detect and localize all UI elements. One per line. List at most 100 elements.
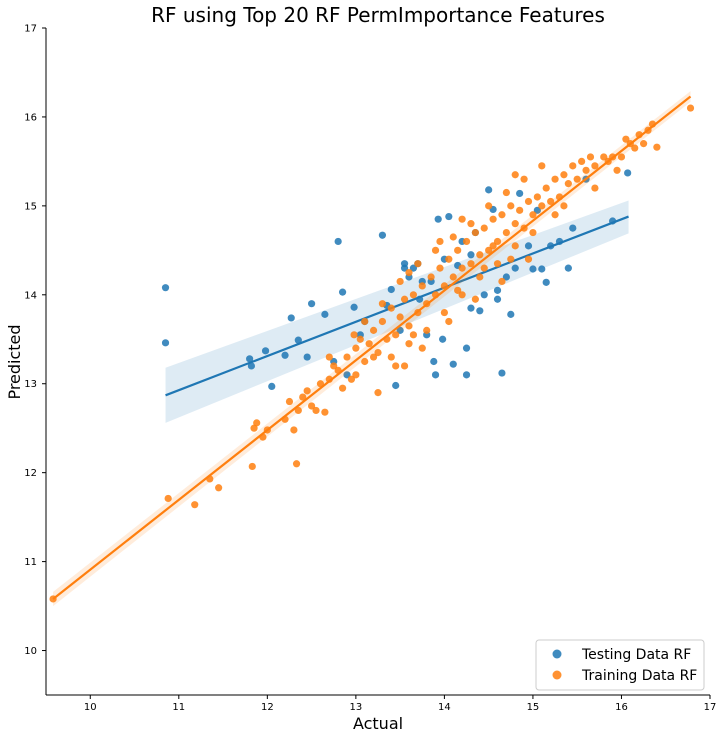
data-point bbox=[631, 144, 639, 152]
data-point bbox=[427, 273, 435, 281]
data-point bbox=[164, 494, 172, 503]
data-point bbox=[493, 286, 502, 294]
x-tick-label: 15 bbox=[527, 702, 540, 713]
data-point bbox=[312, 406, 320, 415]
legend: Testing Data RF Training Data RF bbox=[535, 639, 705, 691]
data-point bbox=[343, 371, 351, 379]
data-point bbox=[485, 186, 493, 194]
data-point bbox=[578, 157, 586, 165]
data-point bbox=[511, 171, 519, 179]
data-point bbox=[480, 291, 488, 299]
data-point bbox=[529, 265, 537, 273]
data-point bbox=[449, 360, 457, 368]
data-point bbox=[498, 369, 506, 377]
data-point bbox=[396, 313, 404, 321]
y-tick-label: 11 bbox=[24, 557, 37, 568]
data-point bbox=[445, 317, 453, 326]
legend-label-testing: Testing Data RF bbox=[581, 647, 691, 663]
data-point bbox=[378, 300, 387, 308]
data-point bbox=[356, 335, 364, 343]
data-point bbox=[507, 310, 515, 318]
data-point bbox=[369, 326, 378, 334]
data-point bbox=[325, 353, 333, 361]
data-point bbox=[538, 202, 546, 210]
data-point bbox=[498, 277, 506, 286]
data-point bbox=[551, 211, 559, 219]
data-point bbox=[454, 246, 462, 254]
data-point bbox=[378, 317, 387, 326]
data-point bbox=[396, 277, 404, 286]
data-point bbox=[308, 300, 316, 308]
data-point bbox=[418, 282, 426, 290]
x-axis-ticks: 10 11 12 13 14 15 16 17 bbox=[84, 695, 716, 713]
data-point bbox=[253, 419, 261, 427]
data-point bbox=[476, 307, 484, 315]
data-point bbox=[248, 462, 256, 471]
data-point bbox=[161, 339, 170, 347]
data-point bbox=[343, 353, 351, 361]
series-0 bbox=[161, 169, 632, 423]
y-tick-label: 15 bbox=[24, 201, 37, 212]
data-point bbox=[564, 264, 572, 272]
data-point bbox=[440, 308, 448, 317]
data-point bbox=[321, 310, 329, 318]
data-point bbox=[591, 184, 599, 192]
data-point bbox=[547, 197, 555, 206]
data-point bbox=[542, 184, 550, 192]
data-point bbox=[405, 268, 413, 277]
data-point bbox=[516, 206, 524, 214]
data-point bbox=[686, 104, 695, 112]
data-point bbox=[409, 264, 418, 272]
data-point bbox=[516, 189, 524, 198]
data-point bbox=[423, 326, 431, 334]
y-tick-label: 16 bbox=[24, 112, 37, 123]
x-axis-title: Actual bbox=[353, 714, 403, 733]
data-point bbox=[449, 273, 457, 281]
data-point bbox=[431, 371, 440, 379]
regression-line-1 bbox=[52, 95, 692, 600]
data-point bbox=[374, 389, 382, 397]
data-point bbox=[405, 322, 413, 330]
data-point bbox=[653, 143, 661, 151]
data-point bbox=[591, 162, 599, 170]
data-point bbox=[564, 180, 572, 188]
data-point bbox=[458, 291, 466, 299]
legend-box bbox=[535, 639, 705, 691]
data-point bbox=[502, 228, 510, 237]
data-point bbox=[560, 171, 568, 179]
data-point bbox=[542, 278, 550, 286]
data-point bbox=[387, 285, 395, 294]
data-point bbox=[485, 246, 493, 254]
data-point bbox=[369, 353, 378, 361]
data-point bbox=[400, 295, 409, 303]
data-point bbox=[414, 260, 422, 268]
data-point bbox=[511, 220, 519, 228]
data-point bbox=[458, 264, 466, 272]
data-point bbox=[361, 357, 369, 366]
data-point bbox=[281, 351, 289, 359]
data-point bbox=[622, 135, 630, 143]
data-point bbox=[431, 246, 440, 254]
data-point bbox=[378, 231, 387, 239]
data-point bbox=[471, 228, 479, 237]
data-point bbox=[392, 381, 400, 390]
y-tick-label: 13 bbox=[24, 379, 37, 390]
confidence-band-0 bbox=[165, 200, 629, 423]
data-point bbox=[365, 340, 373, 348]
data-point bbox=[467, 220, 475, 228]
data-point bbox=[387, 353, 395, 361]
data-point bbox=[462, 237, 471, 246]
data-point bbox=[361, 317, 369, 326]
data-point bbox=[321, 408, 329, 416]
data-point bbox=[600, 153, 608, 161]
x-tick-label: 10 bbox=[84, 702, 97, 713]
data-point bbox=[400, 362, 409, 370]
data-point bbox=[396, 326, 404, 334]
legend-label-training: Training Data RF bbox=[581, 668, 697, 684]
data-point bbox=[299, 393, 307, 401]
data-point bbox=[462, 344, 471, 352]
data-point bbox=[569, 224, 577, 232]
data-point bbox=[524, 197, 533, 206]
data-point bbox=[350, 331, 358, 339]
data-point bbox=[507, 255, 515, 263]
